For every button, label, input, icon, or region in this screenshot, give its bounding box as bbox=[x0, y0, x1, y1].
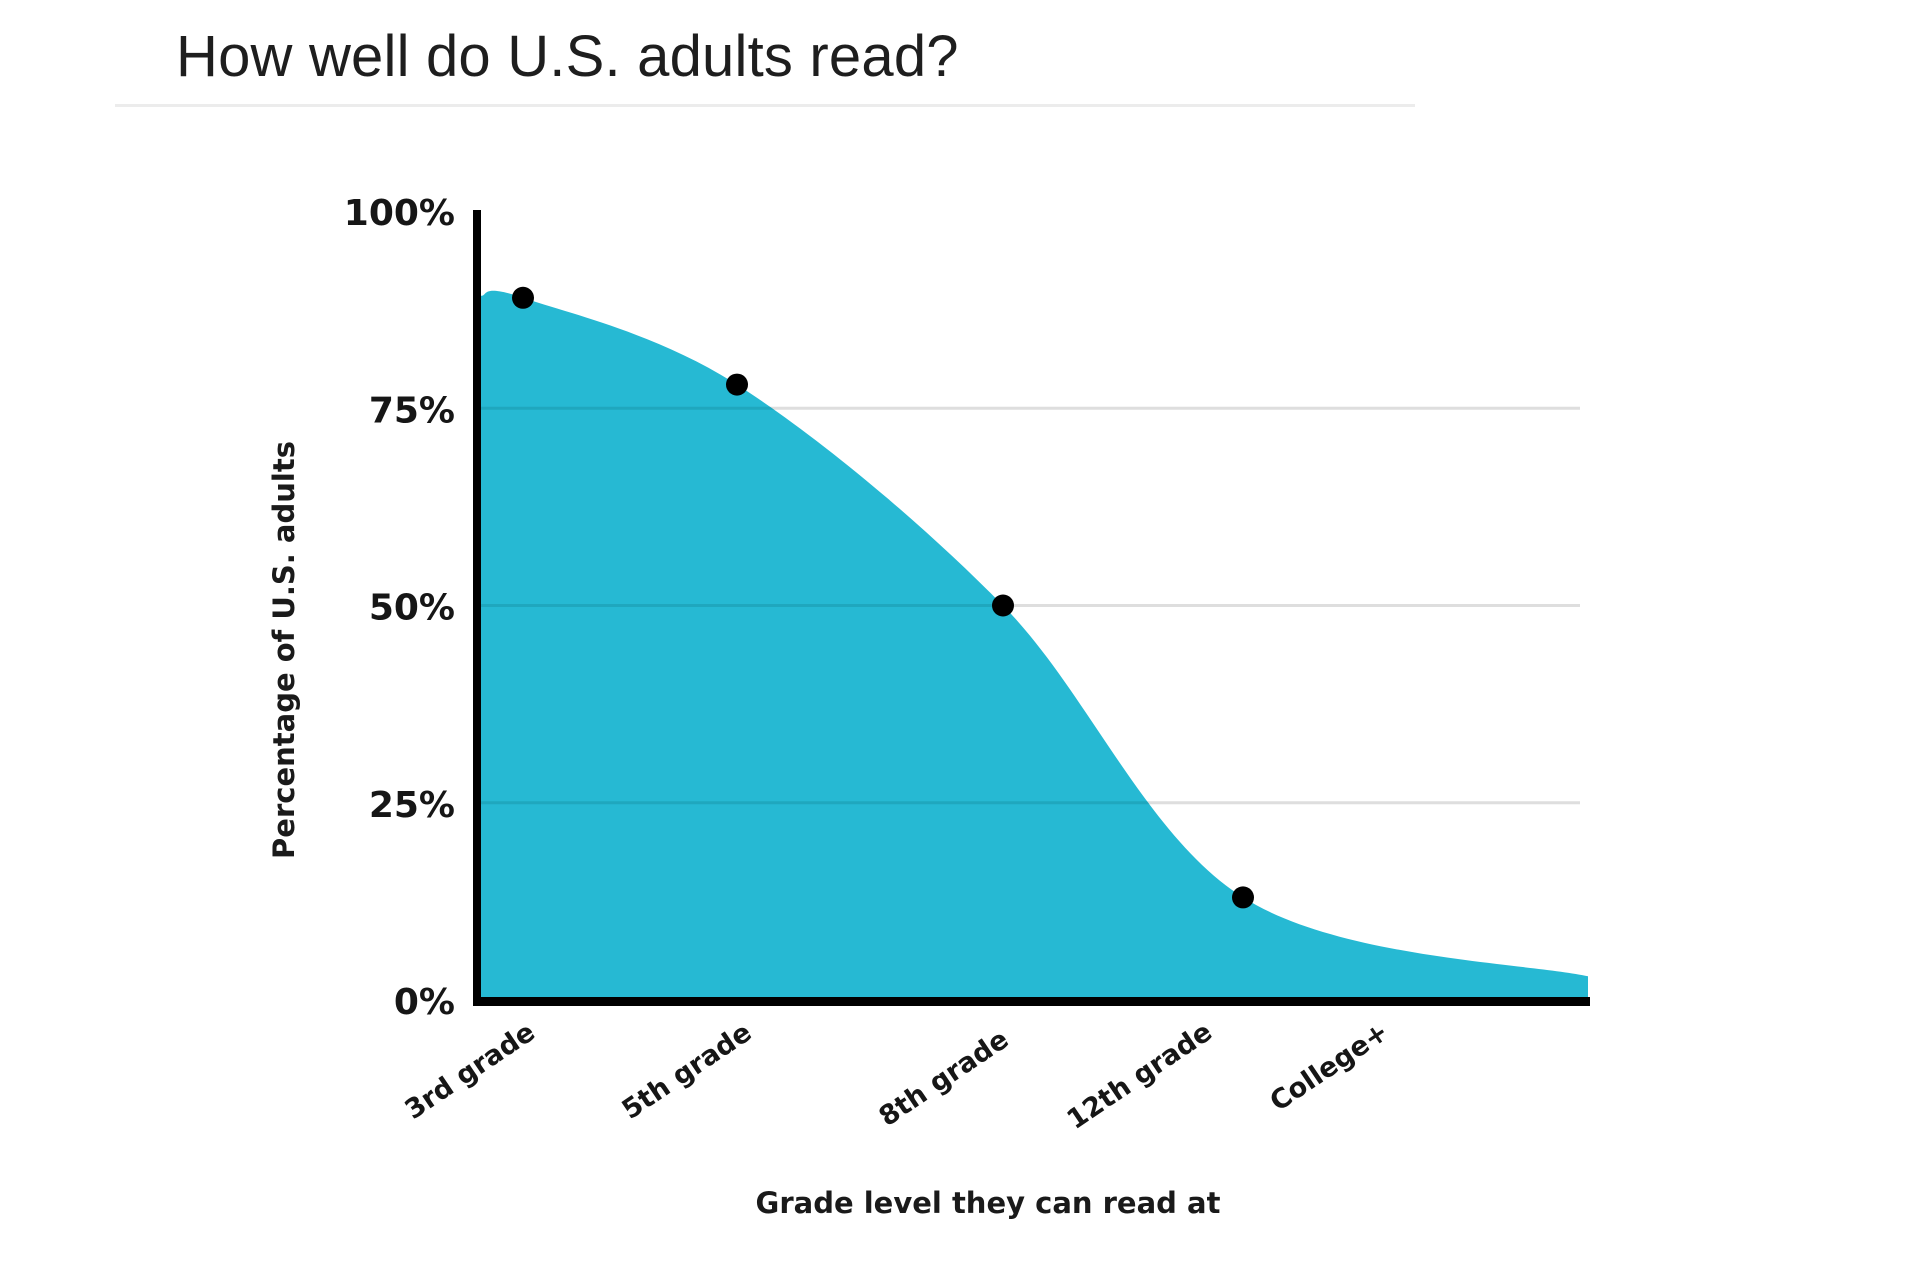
y-tick-label: 50% bbox=[369, 588, 455, 629]
x-axis-title: Grade level they can read at bbox=[756, 1186, 1221, 1220]
x-axis bbox=[473, 997, 1590, 1006]
area-fill bbox=[481, 290, 1588, 1000]
data-point-marker bbox=[1232, 886, 1254, 909]
y-axis-line bbox=[473, 210, 481, 1006]
data-point-marker bbox=[512, 286, 534, 309]
x-axis-line bbox=[473, 997, 1590, 1006]
y-tick-label: 100% bbox=[344, 193, 455, 234]
y-tick-labels: 0% 25% 50% 75% 100% bbox=[344, 193, 455, 1023]
data-point-marker bbox=[726, 373, 748, 396]
x-tick-label: 5th grade bbox=[617, 1017, 758, 1126]
title-divider bbox=[115, 104, 1415, 107]
y-axis bbox=[473, 210, 481, 1006]
x-tick-labels: 3rd grade 5th grade 8th grade 12th grade Col… bbox=[400, 1016, 1395, 1135]
data-point-marker bbox=[992, 594, 1014, 617]
y-tick-label: 0% bbox=[394, 982, 455, 1023]
x-tick-label: College+ bbox=[1265, 1016, 1395, 1117]
x-tick-label: 8th grade bbox=[874, 1024, 1015, 1133]
x-tick-label: 3rd grade bbox=[400, 1017, 541, 1126]
data-markers bbox=[512, 286, 1254, 909]
page-title: How well do U.S. adults read? bbox=[176, 24, 959, 89]
y-tick-label: 25% bbox=[369, 785, 455, 826]
y-axis-title: Percentage of U.S. adults bbox=[267, 441, 301, 859]
y-tick-label: 75% bbox=[369, 390, 455, 431]
x-tick-label: 12th grade bbox=[1062, 1016, 1218, 1135]
